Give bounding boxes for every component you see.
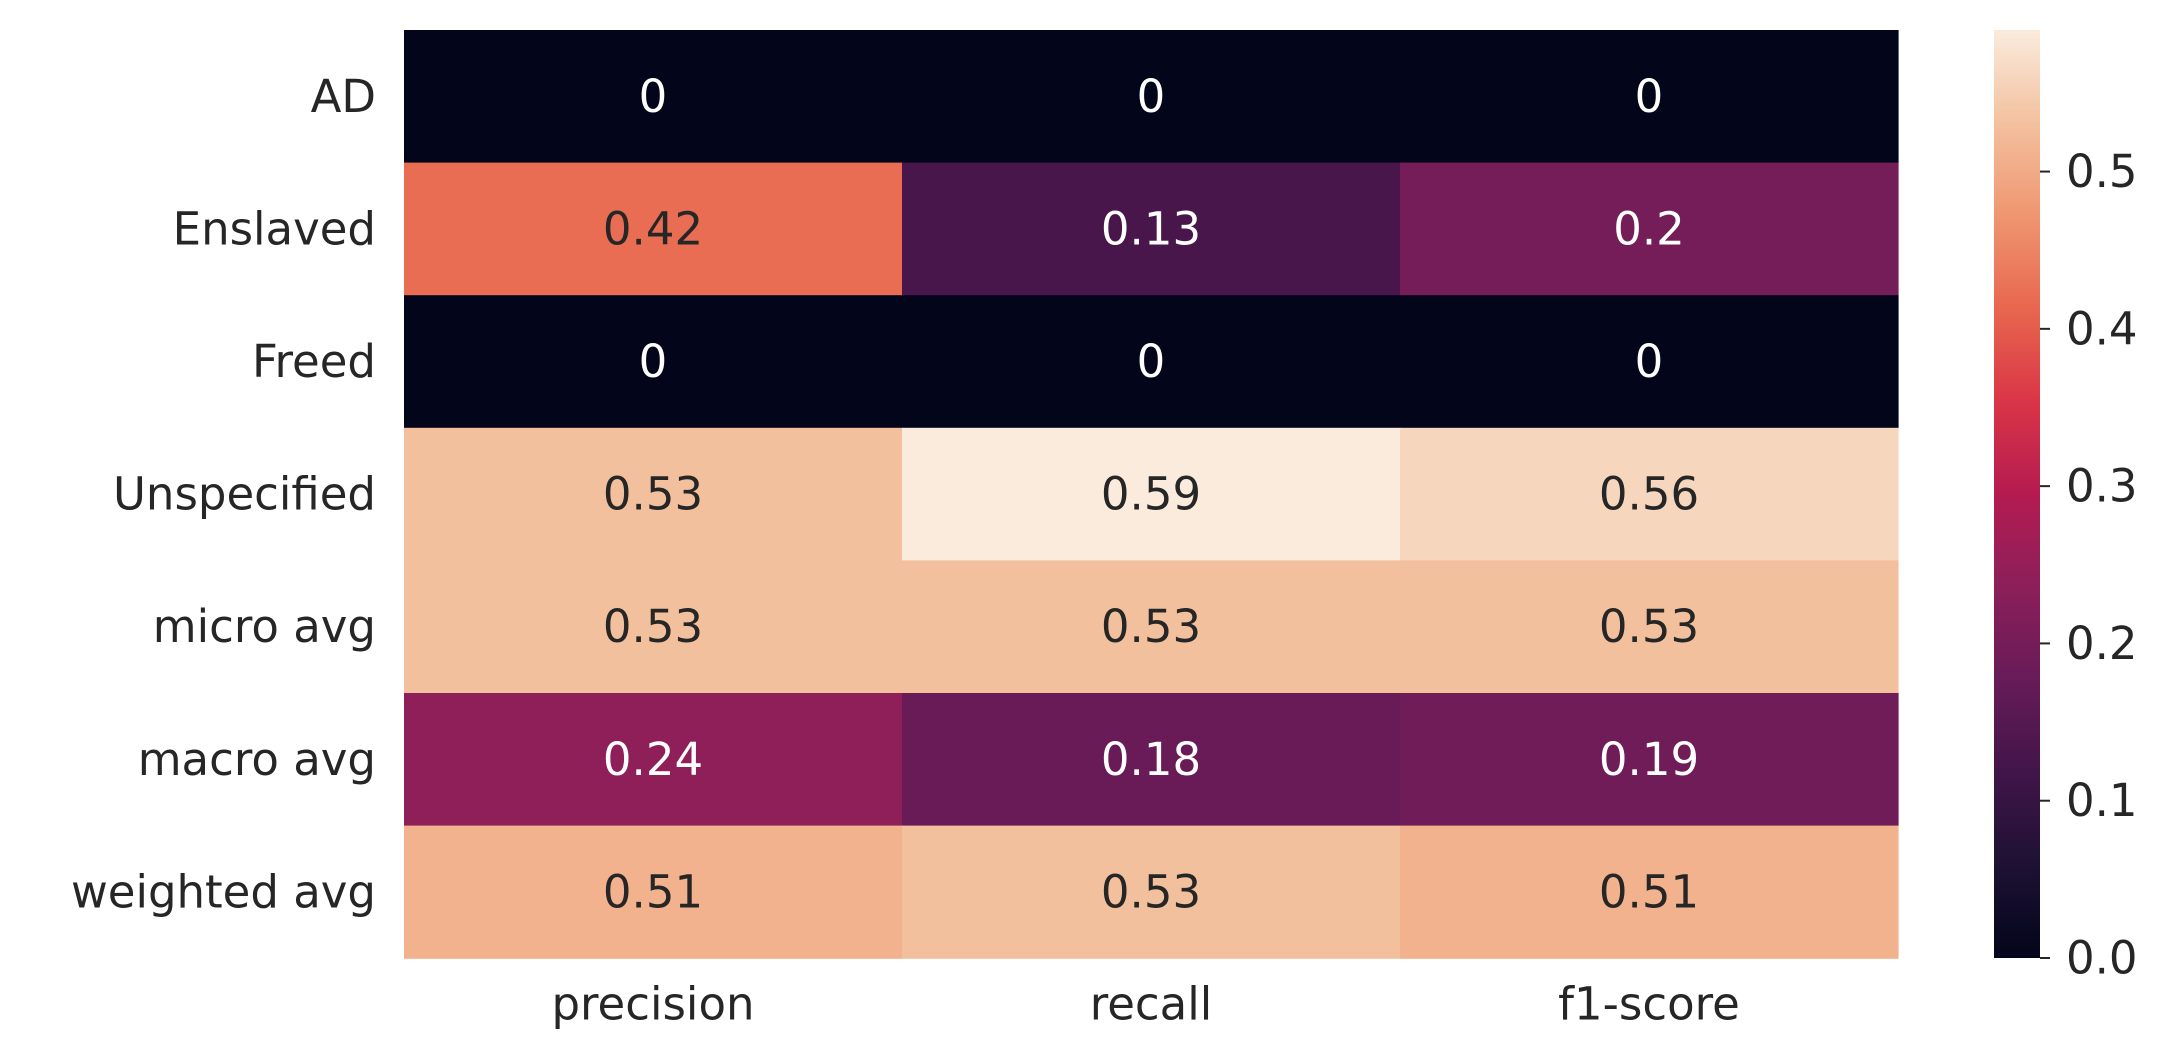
cell-value-label: 0.53 [1101,600,1201,653]
heatmap-cell [902,560,1401,694]
heatmap-cell [1400,30,1899,164]
heatmap-cell [902,427,1401,561]
colorbar-tick-label: 0.3 [2066,460,2138,513]
heatmap-cell [1400,162,1899,296]
colorbar-tick-label: 0.5 [2066,145,2138,198]
heatmap-cell [404,427,903,561]
heatmap-cell [902,30,1401,164]
heatmap-cell [902,295,1401,429]
cell-value-label: 0.53 [1599,600,1699,653]
colorbar-tick-label: 0.2 [2066,617,2138,670]
colorbar-gradient [1994,30,2040,958]
heatmap-cell [902,162,1401,296]
cell-value-label: 0.53 [603,468,703,521]
heatmap-cell [404,162,903,296]
row-labels: AD Enslaved Freed Unspecified micro avg macro… [71,70,376,919]
cell-value-label: 0.51 [603,865,703,918]
column-labels: precision recall f1-score [551,978,1739,1031]
heatmap-cell [902,825,1401,959]
heatmap-cell [404,560,903,694]
cell-value-label: 0 [1635,70,1664,123]
cell-value-label: 0.19 [1599,733,1699,786]
heatmap-cell [1400,693,1899,827]
column-label: recall [1090,978,1213,1031]
heatmap-cell [404,825,903,959]
cell-value-label: 0 [1635,335,1664,388]
column-label: f1-score [1558,978,1740,1031]
cell-value-label: 0.53 [1101,865,1201,918]
cell-value-label: 0.53 [603,600,703,653]
cell-value-label: 0 [639,335,668,388]
cell-value-label: 0 [639,70,668,123]
cell-value-label: 0.59 [1101,468,1201,521]
cell-value-label: 0.2 [1613,202,1685,255]
row-label: micro avg [153,600,376,653]
cell-value-label: 0 [1137,70,1166,123]
colorbar-tick-label: 0.1 [2066,774,2138,827]
heatmap-cell [1400,427,1899,561]
heatmap-cell [404,295,903,429]
heatmap-cells: 0 0 0 0.42 0.13 0.2 0 0 0 0.53 0.59 0.56 0.53 0.53 0.5… [404,30,1899,959]
cell-value-label: 0.42 [603,202,703,255]
row-label: Unspecified [113,468,376,521]
row-label: macro avg [138,733,376,786]
heatmap-cell [1400,560,1899,694]
heatmap-cell [902,693,1401,827]
cell-value-label: 0.51 [1599,865,1699,918]
row-label: weighted avg [71,865,376,918]
cell-value-label: 0.24 [603,733,703,786]
colorbar-tick-label: 0.0 [2066,932,2138,985]
colorbar-tick-label: 0.4 [2066,302,2138,355]
row-label: Freed [252,335,376,388]
heatmap-cell [1400,295,1899,429]
cell-value-label: 0.13 [1101,202,1201,255]
row-label: Enslaved [173,202,376,255]
heatmap-cell [1400,825,1899,959]
cell-value-label: 0 [1137,335,1166,388]
row-label: AD [311,70,376,123]
column-label: precision [551,978,754,1031]
heatmap-cell [404,30,903,164]
cell-value-label: 0.56 [1599,468,1699,521]
colorbar: 0.0 0.1 0.2 0.3 0.4 0.5 [1994,30,2138,985]
heatmap-cell [404,693,903,827]
cell-value-label: 0.18 [1101,733,1201,786]
